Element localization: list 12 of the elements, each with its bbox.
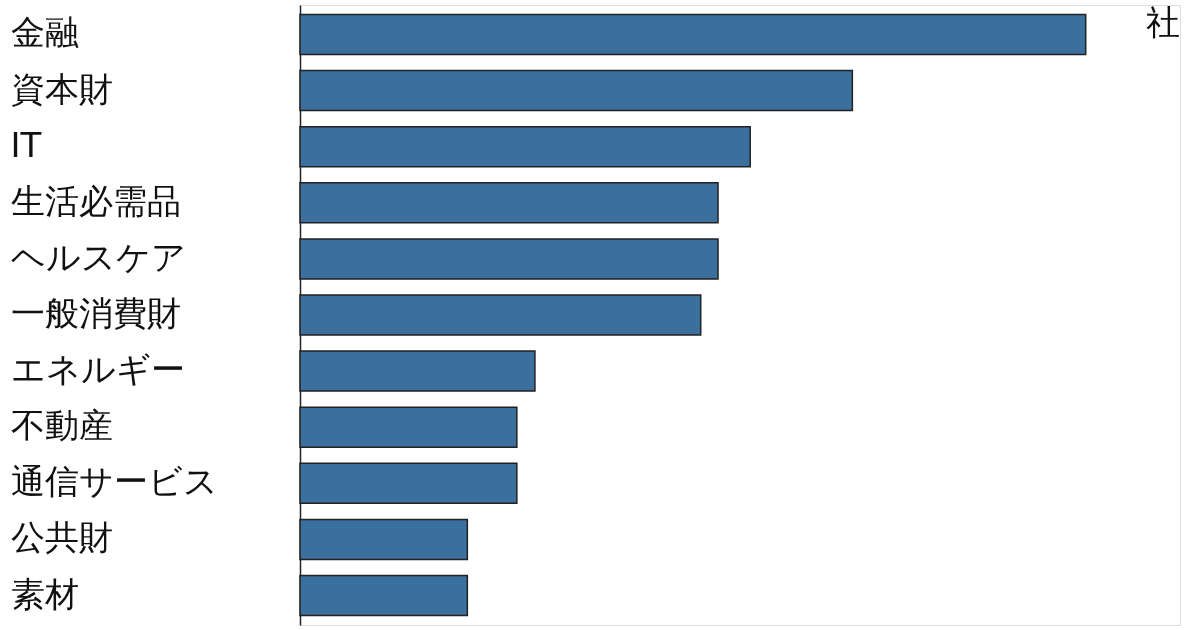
y-tick-label: 資本財 [10,68,113,109]
y-tick-label: IT [10,124,42,165]
y-tick-label: 金融 [10,12,79,53]
y-tick-label: 生活必需品 [10,180,181,221]
text: 社 [1146,2,1180,42]
y-tick-label: 素材 [10,573,79,614]
y-tick-label: ヘルスケア [10,236,186,277]
y-tick-label: 一般消費財 [10,293,181,333]
y-tick-label: 通信サービス [10,461,218,502]
y-tick-label: 不動産 [10,405,113,446]
y-tick-label: 公共財 [10,517,113,558]
y-tick-label: エネルギー [10,349,185,390]
